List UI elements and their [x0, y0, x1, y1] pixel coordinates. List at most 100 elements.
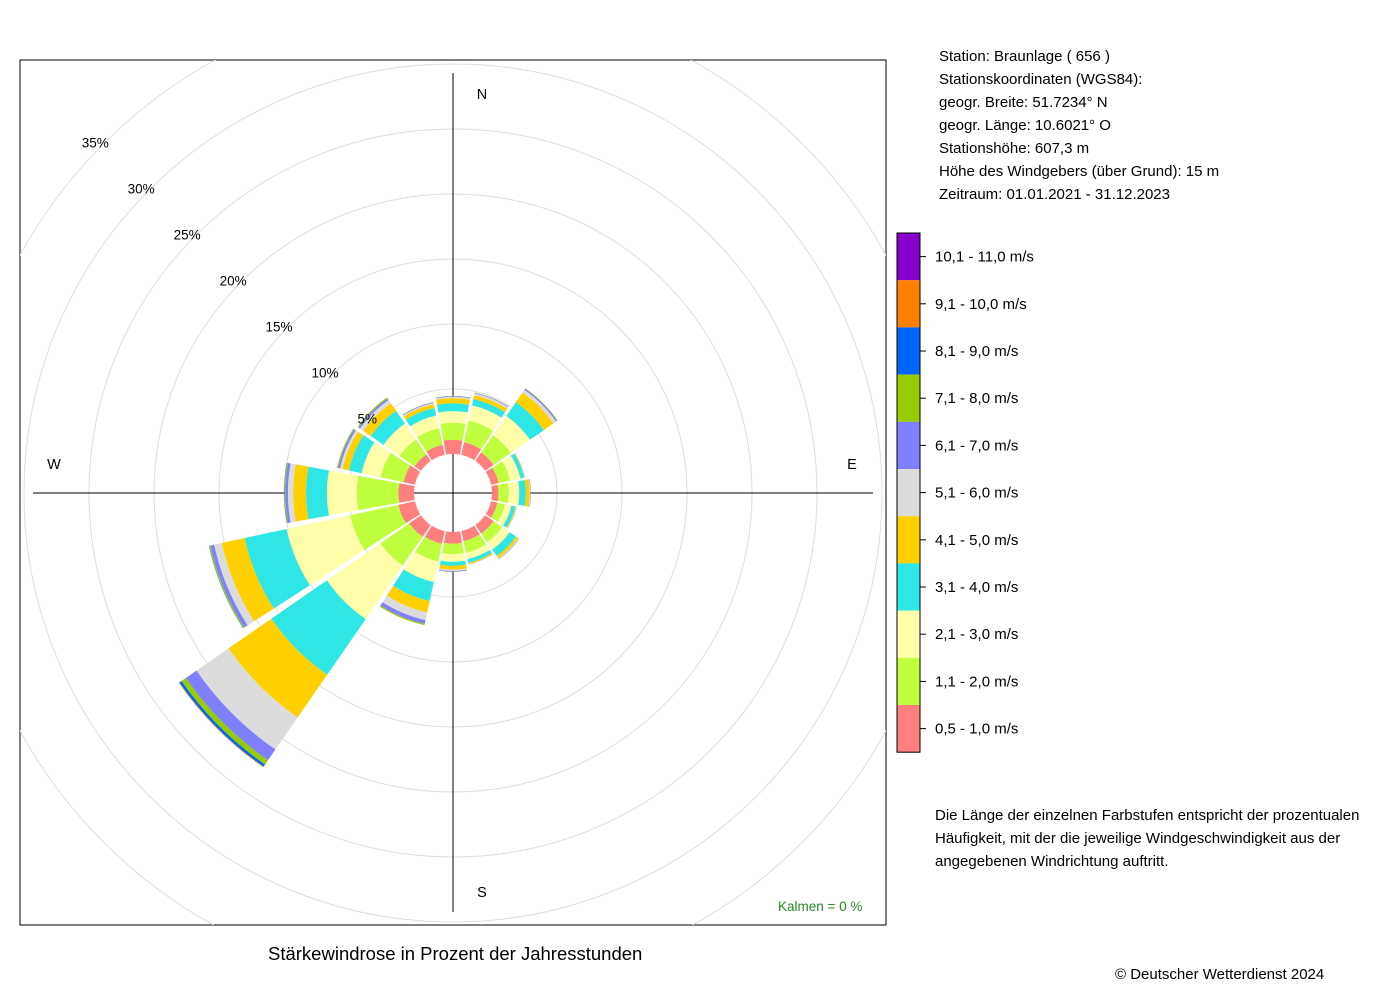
sector-NW-bin-0 — [414, 454, 431, 471]
sector-W-bin-6 — [285, 463, 291, 523]
legend-swatch-0 — [897, 705, 920, 753]
sector-NE-bin-5 — [522, 389, 557, 424]
sector-SSE-bin-1 — [463, 534, 487, 553]
sector-N-bin-1 — [440, 422, 466, 441]
sensor-height: Höhe des Windgebers (über Grund): 15 m — [939, 163, 1220, 180]
sector-ESE-bin-4 — [506, 506, 517, 529]
sector-N-bin-4 — [436, 398, 470, 405]
legend-swatch-3 — [897, 563, 920, 611]
sector-NE-bin-0 — [475, 452, 494, 471]
sector-SW-bin-2 — [326, 543, 403, 620]
sector-NNW-bin-0 — [426, 444, 445, 461]
sector-E-bin-7 — [529, 479, 531, 507]
sector-NW-bin-2 — [383, 423, 416, 456]
sector-SSE-bin-2 — [465, 544, 490, 560]
sector-SW-bin-3 — [271, 580, 366, 675]
sector-NW-bin-6 — [358, 398, 389, 429]
sector-NNE-bin-2 — [468, 405, 502, 431]
sector-WNW-bin-4 — [342, 431, 364, 471]
legend-swatch-10 — [897, 233, 920, 281]
radial-tick-label-10: 10% — [311, 365, 338, 380]
sector-ENE-bin-2 — [502, 455, 521, 481]
legend-label-0: 0,5 - 1,0 m/s — [935, 721, 1018, 738]
legend-label-8: 8,1 - 9,0 m/s — [935, 343, 1018, 360]
sector-NNE-bin-1 — [463, 420, 494, 450]
sector-SE-bin-2 — [487, 527, 510, 550]
radial-tick-label-30: 30% — [128, 182, 155, 197]
sector-S-bin-7 — [438, 570, 468, 572]
legend-label-10: 10,1 - 11,0 m/s — [935, 249, 1034, 266]
sector-W-bin-7 — [284, 462, 289, 524]
sector-SSW-bin-2 — [403, 552, 439, 582]
rose-sectors — [178, 388, 558, 768]
radial-tick-label-5: 5% — [357, 411, 377, 426]
legend-label-6: 6,1 - 7,0 m/s — [935, 437, 1018, 454]
legend-frame — [896, 232, 921, 753]
sector-E-bin-1 — [497, 483, 509, 503]
legend-swatch-8 — [897, 327, 920, 375]
sector-NNW-bin-4 — [403, 404, 435, 420]
legend-label-2: 2,1 - 3,0 m/s — [935, 626, 1018, 643]
legend-swatch-7 — [897, 374, 920, 422]
sector-ESE-bin-3 — [503, 505, 516, 528]
compass-label-W: W — [47, 457, 61, 473]
legend-swatch-1 — [897, 657, 920, 705]
sector-N-bin-2 — [438, 411, 468, 424]
sector-SE-bin-4 — [496, 536, 519, 559]
legend-swatch-4 — [897, 516, 920, 564]
sector-W-bin-4 — [293, 464, 309, 522]
legend-label-5: 5,1 - 6,0 m/s — [935, 485, 1018, 502]
sector-ESE-bin-1 — [491, 502, 506, 522]
sector-S-bin-3 — [439, 560, 467, 566]
sector-NW-bin-5 — [360, 400, 391, 431]
sector-SSW-bin-3 — [393, 569, 434, 602]
sector-SW-bin-1 — [380, 523, 423, 566]
sector-WNW-bin-3 — [348, 435, 375, 474]
sector-WSW-bin-5 — [214, 542, 255, 626]
compass-labels: N E S W — [47, 87, 857, 901]
sector-NNW-bin-2 — [410, 415, 439, 438]
sector-NNW-bin-3 — [405, 407, 437, 427]
sector-ENE-bin-3 — [510, 453, 525, 479]
sector-W-bin-1 — [356, 475, 400, 511]
sector-NNW-bin-6 — [402, 402, 434, 416]
sector-SSW-bin-6 — [380, 602, 426, 624]
sector-ESE-bin-2 — [497, 504, 512, 526]
sector-SSW-bin-1 — [414, 536, 443, 562]
chart-title: Stärkewindrose in Prozent der Jahresstun… — [268, 943, 643, 964]
sector-NW-bin-3 — [370, 410, 405, 445]
legend-label-9: 9,1 - 10,0 m/s — [935, 296, 1027, 313]
sector-WNW-bin-7 — [336, 428, 355, 469]
sector-E-bin-3 — [518, 479, 526, 507]
sector-W-bin-8 — [284, 462, 288, 524]
copyright: © Deutscher Wetterdienst 2024 — [1115, 966, 1325, 983]
sector-WNW-bin-5 — [339, 430, 358, 470]
radial-tick-label-15: 15% — [266, 320, 293, 335]
sector-WSW-bin-4 — [221, 538, 274, 622]
sector-SSW-bin-5 — [382, 595, 428, 621]
legend-label-3: 3,1 - 4,0 m/s — [935, 579, 1018, 596]
sector-N-bin-3 — [436, 403, 470, 413]
speed-legend: 10,1 - 11,0 m/s 9,1 - 10,0 m/s 8,1 - 9,0 m… — [896, 232, 1034, 753]
station-name: Station: Braunlage ( 656 ) — [939, 48, 1110, 65]
sector-ENE-bin-0 — [485, 467, 499, 485]
calm-percentage: Kalmen = 0 % — [778, 899, 863, 914]
radial-tick-label-35: 35% — [82, 136, 109, 151]
sector-N-bin-0 — [443, 439, 463, 455]
sector-SW-bin-0 — [409, 515, 431, 537]
station-coords-heading: Stationskoordinaten (WGS84): — [939, 71, 1143, 88]
legend-swatch-6 — [897, 421, 920, 469]
compass-label-N: N — [477, 87, 487, 103]
sector-NW-bin-7 — [357, 397, 388, 428]
sector-SSW-bin-7 — [379, 605, 425, 626]
sector-NE-bin-6 — [524, 388, 558, 422]
sector-E-bin-6 — [529, 479, 531, 507]
sector-NW-bin-1 — [399, 439, 427, 467]
sector-WSW-bin-0 — [398, 501, 421, 524]
station-latitude: geogr. Breite: 51.7234° N — [939, 94, 1108, 111]
sector-W-bin-0 — [398, 483, 415, 503]
sector-NE-bin-3 — [506, 402, 544, 440]
legend-label-4: 4,1 - 5,0 m/s — [935, 532, 1018, 549]
sector-WNW-bin-6 — [338, 429, 356, 469]
sector-SW-bin-4 — [228, 618, 328, 718]
